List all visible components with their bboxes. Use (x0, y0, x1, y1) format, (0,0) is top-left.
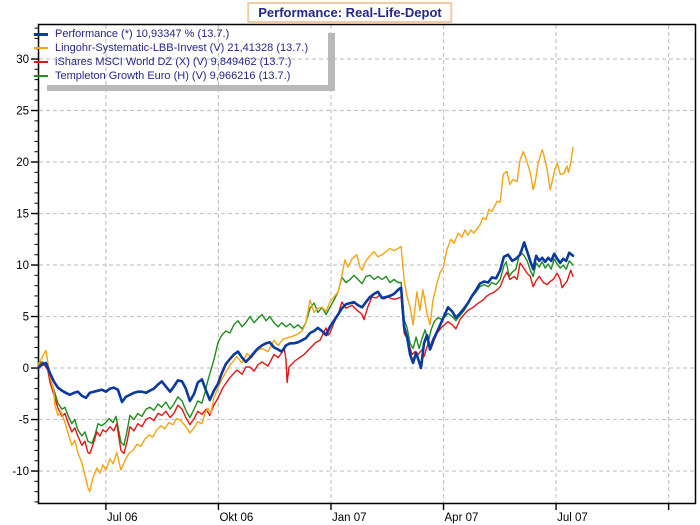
legend: Performance (*) 10,93347 % (13.7.) Lingoh… (34, 27, 308, 83)
x-tick-label: Jul 07 (557, 512, 588, 524)
y-tick-label: 30 (16, 54, 29, 66)
series-line (36, 241, 575, 404)
legend-line-sample-icon (34, 75, 48, 78)
series-line (37, 262, 574, 455)
legend-shadow-right (328, 33, 335, 91)
legend-line-sample-icon (34, 61, 48, 64)
legend-label: Templeton Growth Euro (H) (V) 9,966216 (… (55, 70, 291, 82)
y-tick-label: 15 (16, 209, 29, 221)
y-tick-label: 5 (23, 312, 29, 324)
y-tick-label: -5 (19, 415, 29, 427)
chart-title: Performance: Real-Life-Depot (258, 5, 442, 20)
y-tick-label: 25 (16, 106, 29, 118)
y-tick-label: 0 (23, 363, 29, 375)
legend-label: Lingohr-Systematic-LBB-Invest (V) 21,413… (55, 42, 309, 54)
legend-item: iShares MSCI World DZ (X) (V) 9,849462 (… (34, 55, 308, 69)
legend-line-sample-icon (34, 47, 48, 50)
legend-line-sample-icon (34, 32, 48, 36)
legend-shadow-bottom (47, 85, 335, 91)
y-tick-label: -10 (12, 466, 29, 478)
y-tick-label: 20 (16, 157, 29, 169)
legend-item: Templeton Growth Euro (H) (V) 9,966216 (… (34, 69, 308, 83)
legend-label: Performance (*) 10,93347 % (13.7.) (55, 28, 230, 40)
x-tick-label: Apr 07 (445, 512, 479, 524)
plot-border (37, 23, 697, 505)
x-tick-label: Jul 06 (107, 512, 138, 524)
legend-item: Lingohr-Systematic-LBB-Invest (V) 21,413… (34, 41, 308, 55)
legend-item: Performance (*) 10,93347 % (13.7.) (34, 27, 308, 41)
series-line (37, 146, 574, 493)
chart-title-box: Performance: Real-Life-Depot (247, 2, 453, 23)
series-line (37, 250, 574, 446)
x-tick-label: Jan 07 (332, 512, 367, 524)
x-tick-label: Okt 06 (219, 512, 253, 524)
y-tick-label: 10 (16, 260, 29, 272)
legend-label: iShares MSCI World DZ (X) (V) 9,849462 (… (55, 56, 292, 68)
